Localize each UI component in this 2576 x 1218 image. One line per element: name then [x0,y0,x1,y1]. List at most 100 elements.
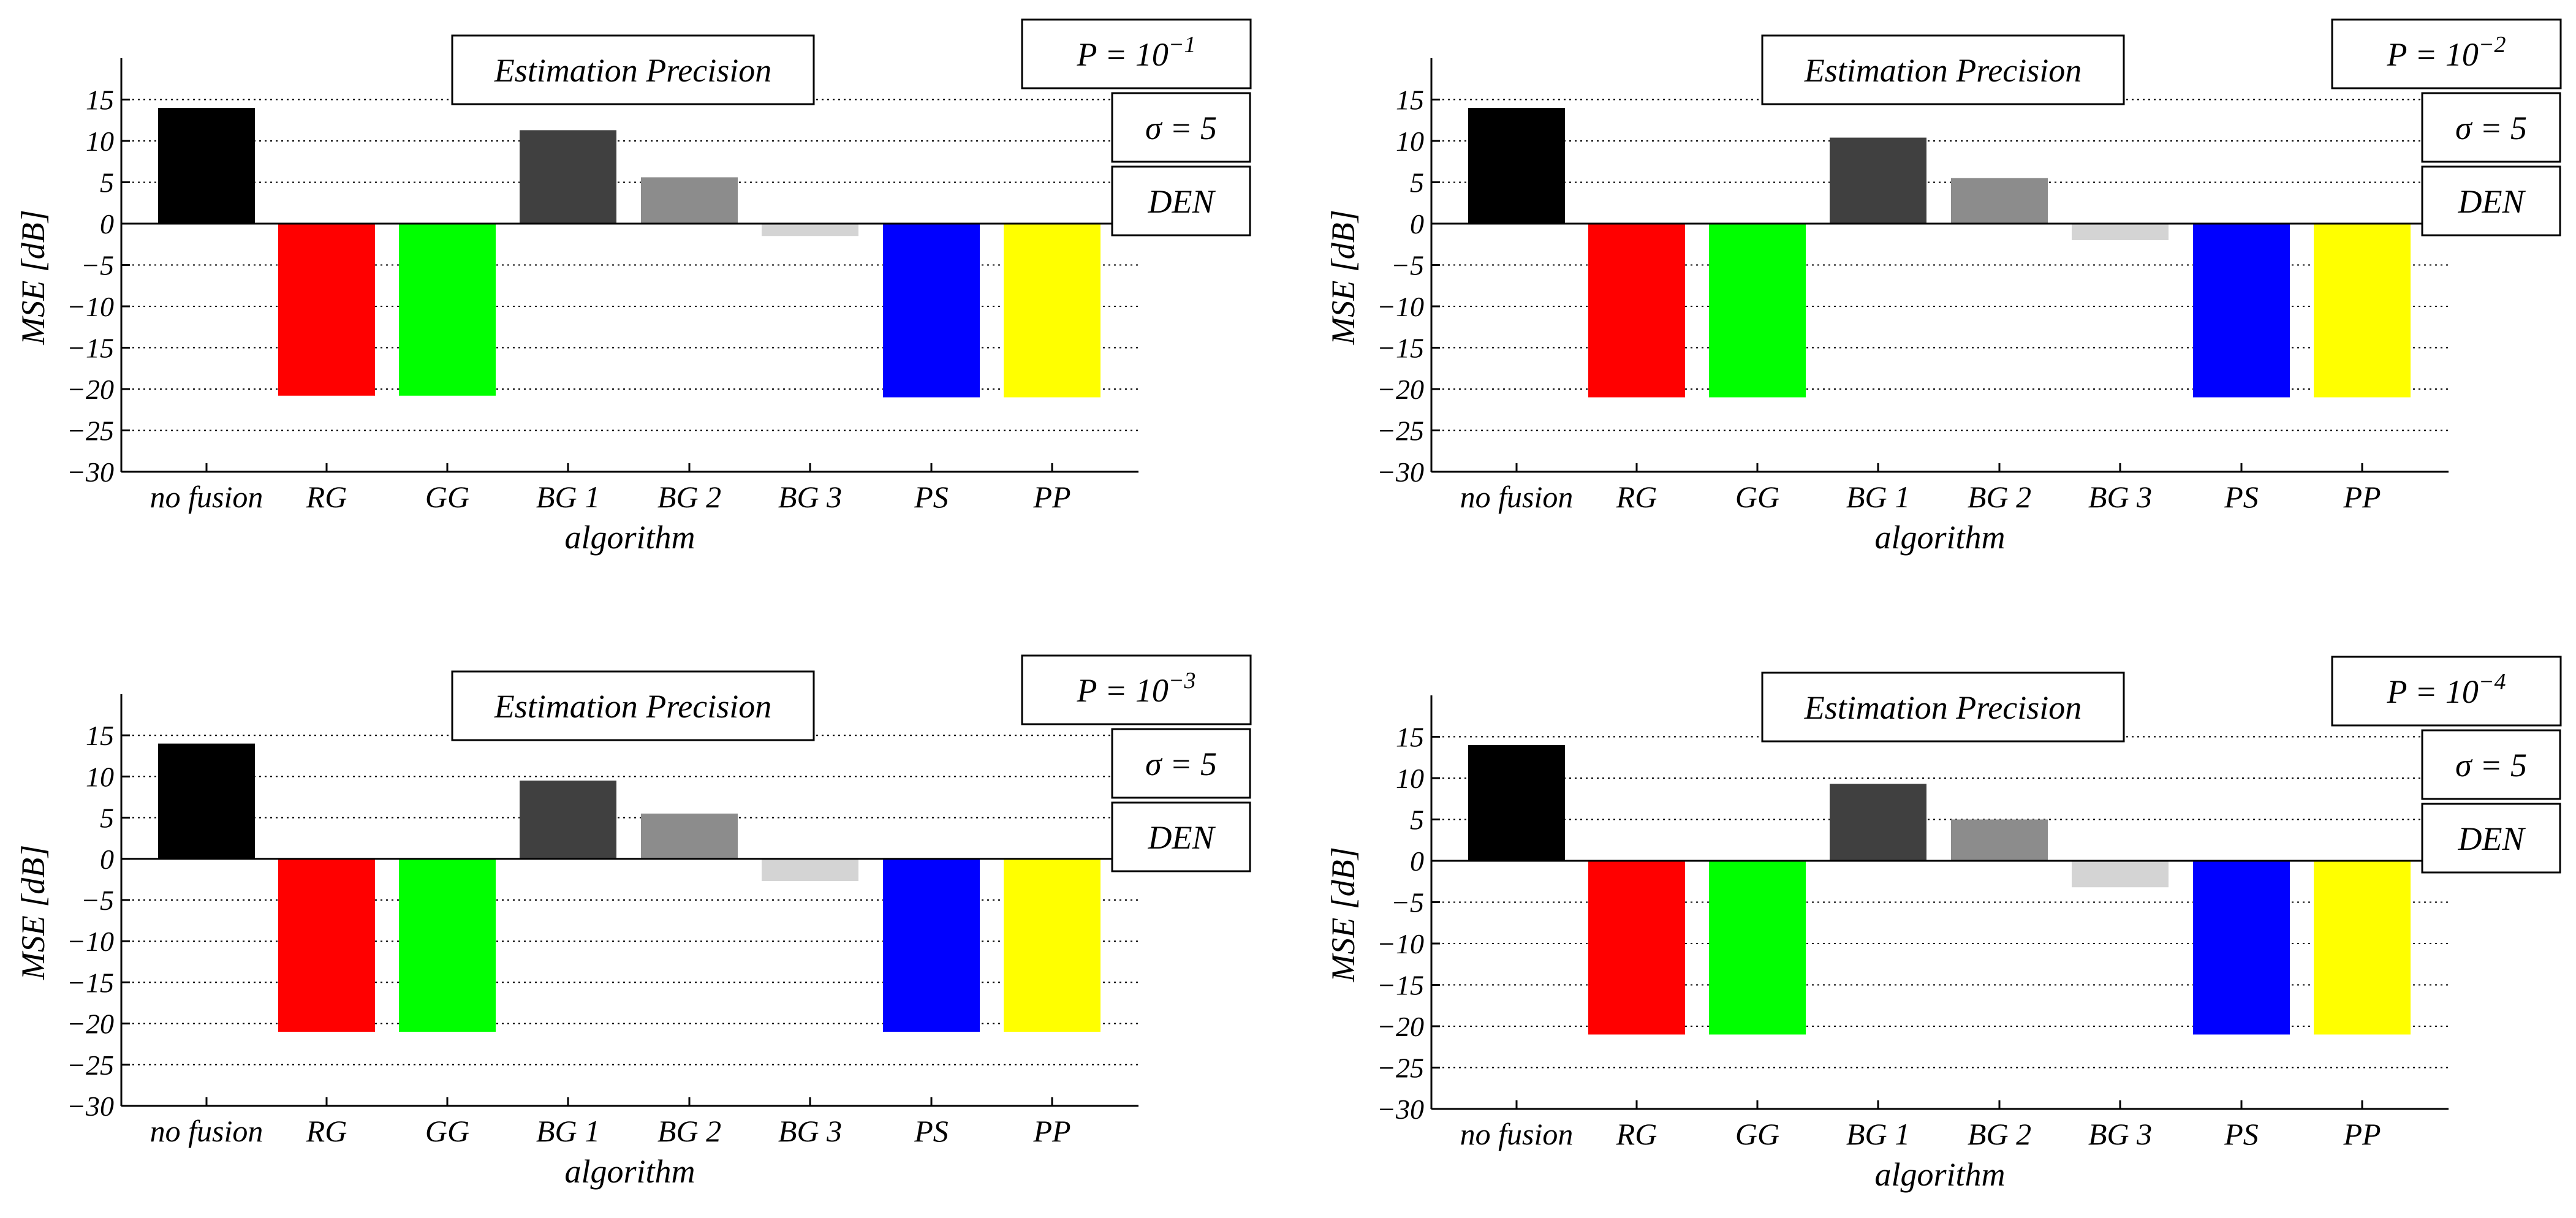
bar-ps [2193,861,2290,1035]
y-tick-label: 10 [1396,126,1424,157]
x-axis-title: algorithm [1874,519,2005,556]
x-tick-label: GG [425,1114,469,1148]
den-box [2421,165,2561,236]
y-tick-label: −15 [67,333,114,364]
x-tick-label: PP [1032,1114,1070,1148]
bar-no-fusion [1468,108,1565,224]
bar-no-fusion [1468,745,1565,861]
bar-bg-3 [762,224,858,236]
y-tick-label: −10 [67,291,114,322]
x-tick-label: PP [1032,480,1070,514]
y-axis-title: MSE [dB] [15,210,51,345]
y-tick-label: 15 [86,85,114,116]
bar-bg-2 [1951,178,2048,224]
bar-bg-3 [2072,861,2169,888]
x-tick-label: GG [1735,480,1779,514]
bar-gg [1709,224,1806,398]
bar-bg-2 [641,813,738,859]
x-tick-label: RG [1616,480,1657,514]
y-tick-label: 0 [100,208,114,240]
y-tick-label: −25 [67,415,114,447]
y-tick-label: −25 [1377,1053,1424,1084]
bar-pp [1004,858,1100,1032]
bar-rg [1588,861,1685,1035]
y-tick-label: −15 [67,967,114,998]
x-tick-label: no fusion [1460,1117,1574,1151]
p-value-box [1021,654,1252,725]
chart-panel-4: 15 10 5 0 −5 −10 −15 −20 −25 −30 no fusion RG GG BG 1… [1325,656,2562,1193]
bar-gg [1709,861,1806,1035]
y-tick-label: −5 [1391,887,1424,918]
x-tick-label: PP [2343,480,2381,514]
sigma-box [2421,729,2561,800]
exponent: −4 [2479,669,2506,695]
y-tick-label: 15 [1396,85,1424,116]
y-tick-label: −20 [67,374,114,405]
x-tick-label: no fusion [150,480,263,514]
x-tick-label: PS [914,480,949,514]
y-axis-title: MSE [dB] [1325,847,1362,982]
sigma-box-label: σ = 5 [2455,110,2527,146]
x-tick-label: PS [2224,1117,2259,1151]
bar-pp [1004,224,1100,398]
title-box-label: Estimation Precision [1804,52,2082,89]
bar-bg-2 [641,177,738,224]
bar-pp [2314,224,2411,398]
bar-gg [399,858,496,1032]
x-tick-label: BG 2 [657,480,721,514]
y-tick-label: 10 [86,761,114,792]
bar-no-fusion [158,743,255,859]
bar-rg [278,224,375,396]
x-tick-label: no fusion [1460,480,1574,514]
y-tick-label: −10 [1377,928,1424,959]
y-tick-label: −15 [1377,333,1424,364]
x-tick-label: BG 1 [1846,1117,1910,1151]
x-tick-label: PS [2224,480,2259,514]
x-axis-title: algorithm [1874,1156,2005,1193]
x-tick-label: BG 2 [1968,1117,2031,1151]
x-axis-title: algorithm [564,1153,695,1190]
x-tick-label: BG 3 [778,480,842,514]
bar-rg [1588,224,1685,398]
y-tick-label: −30 [1377,456,1424,488]
bar-pp [2314,861,2411,1035]
x-tick-label: BG 3 [778,1114,842,1148]
y-tick-label: −20 [67,1008,114,1040]
x-tick-label: PP [2343,1117,2381,1151]
y-tick-label: −30 [67,1091,114,1122]
y-tick-label: −20 [1377,374,1424,405]
x-tick-label: BG 2 [1968,480,2031,514]
bar-bg-3 [2072,224,2169,240]
y-tick-label: −5 [81,885,114,916]
chart-panel-3: 15 10 5 0 −5 −10 −15 −20 −25 −30 no fusion RG GG BG 1… [15,654,1252,1190]
bar-bg-1 [1830,784,1926,861]
sigma-box [1111,92,1251,163]
y-tick-label: 0 [1410,845,1424,877]
p-value-box [1021,18,1252,89]
den-box [1111,801,1251,872]
y-tick-label: −25 [67,1050,114,1081]
title-box [451,670,815,741]
bar-bg-1 [520,130,616,224]
y-axis-title: MSE [dB] [1325,210,1362,345]
den-box [2421,803,2561,874]
y-tick-label: 15 [86,720,114,751]
bar-gg [399,224,496,396]
y-tick-label: 5 [1410,167,1424,199]
title-box-label: Estimation Precision [494,688,771,725]
y-tick-label: 0 [1410,208,1424,240]
x-tick-label: BG 2 [657,1114,721,1148]
y-tick-label: −5 [1391,250,1424,281]
title-box [1761,671,2125,743]
x-tick-label: BG 3 [2088,1117,2152,1151]
x-tick-label: no fusion [150,1114,263,1148]
sigma-box-label: σ = 5 [1145,746,1217,782]
p-value-box [2331,18,2562,89]
exponent: −2 [2479,32,2506,58]
y-tick-label: 5 [1410,804,1424,836]
x-tick-label: PS [914,1114,949,1148]
sigma-box-label: σ = 5 [1145,110,1217,146]
y-tick-label: 5 [100,803,114,834]
x-tick-label: BG 1 [1846,480,1910,514]
